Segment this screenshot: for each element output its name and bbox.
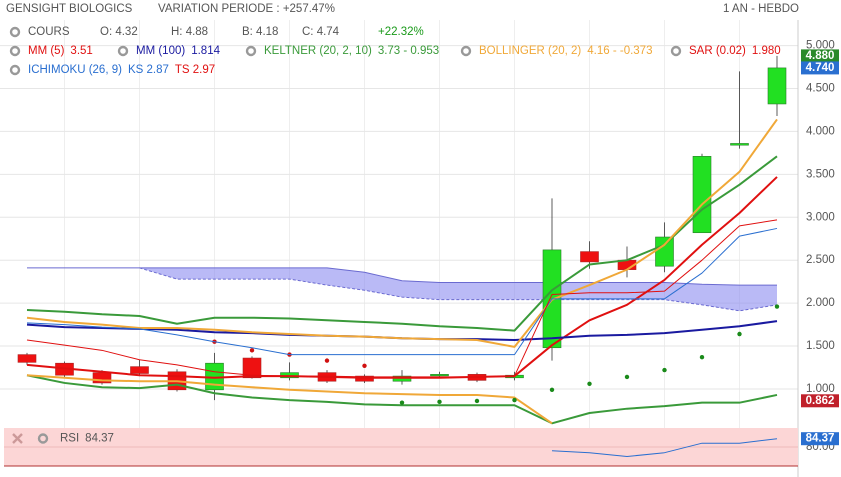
gear-icon[interactable]: [9, 45, 21, 57]
candle-body: [767, 67, 787, 105]
close-icon[interactable]: [12, 433, 23, 444]
legend-value: 1.980: [752, 45, 781, 57]
y-tick-label: 1.000: [806, 383, 835, 395]
rsi-value: 84.37: [85, 433, 114, 445]
candle-body: [17, 354, 37, 363]
y-tick-label: 2.500: [806, 254, 835, 266]
price-badge: [801, 49, 839, 63]
span-a-line: [27, 267, 777, 286]
rsi-name: RSI: [60, 433, 79, 445]
rsi-badge: [801, 432, 839, 446]
legend-name: MM (5): [28, 45, 65, 57]
sar-dot: [399, 400, 405, 405]
sar-dot: [249, 348, 255, 353]
legend-value: C: 4.74: [302, 26, 340, 38]
chart-title: GENSIGHT BIOLOGICS: [6, 3, 133, 15]
price-badge: [801, 394, 839, 408]
moving-average-line: [26, 176, 778, 379]
legend-value: 3.73 - 0.953: [378, 45, 439, 57]
legend-change: +22.32%: [378, 26, 424, 38]
period: 1 AN - HEBDO: [723, 3, 799, 15]
sar-dot: [624, 374, 630, 380]
candle-body: [655, 236, 674, 267]
candle-body: [730, 143, 749, 146]
legend-value: 4.16 - -0.373: [587, 45, 652, 57]
band-upper: [26, 155, 778, 332]
sar-dot: [699, 354, 705, 360]
sar-dot: [587, 381, 592, 386]
sar-dot: [737, 331, 742, 337]
gear-icon[interactable]: [245, 45, 257, 57]
legend-value: 1.814: [191, 45, 220, 57]
indicator-legend: MM (5) 3.51 MM (100) 1.814 KELTNER (20, 2, 1…: [9, 45, 781, 76]
legend-value: 3.51: [70, 45, 92, 57]
plot: [17, 55, 787, 425]
band-lower: [26, 374, 553, 425]
y-tick-label: 4.000: [806, 125, 835, 137]
gear-icon[interactable]: [117, 45, 129, 57]
y-tick-label: 3.000: [806, 211, 835, 223]
sar-dot: [474, 398, 480, 404]
y-tick-label: 2.000: [806, 297, 835, 309]
legend-name: ICHIMOKU (26, 9): [28, 64, 122, 76]
band-upper: [26, 118, 778, 348]
sar-dot: [362, 363, 367, 368]
sar-dot: [662, 367, 667, 373]
legend-name: BOLLINGER (20, 2): [479, 45, 581, 57]
gear-icon[interactable]: [9, 26, 21, 38]
y-tick-label: 1.500: [806, 340, 835, 352]
kijun-line: [26, 227, 778, 356]
legend-value: KS 2.87: [128, 64, 169, 76]
legend-value: B: 4.18: [242, 26, 278, 38]
legend-name: MM (100): [136, 45, 185, 57]
legend-value: TS 2.97: [175, 64, 215, 76]
variation: VARIATION PERIODE : +257.47%: [158, 3, 335, 15]
gear-icon[interactable]: [37, 433, 49, 444]
legend-value: H: 4.88: [171, 26, 208, 38]
rsi-badge-label: 84.37: [806, 433, 835, 445]
price-badge: [801, 61, 839, 75]
legend-value: O: 4.32: [100, 26, 138, 38]
span-b-line: [139, 267, 778, 312]
legend: COURS O: 4.32 H: 4.88 B: 4.18 C: 4.74 +2…: [9, 26, 424, 38]
gear-icon[interactable]: [9, 64, 21, 76]
band-lower: [26, 374, 778, 425]
y-tick-label: 5.000: [806, 40, 835, 52]
candle-body: [692, 156, 712, 234]
price-badge-label: 4.740: [806, 62, 835, 74]
candle-body: [580, 251, 599, 263]
sar-dot: [549, 387, 555, 393]
legend-name: SAR (0.02): [689, 45, 746, 57]
gear-icon[interactable]: [460, 45, 472, 57]
sar-dot: [774, 304, 780, 309]
candle-body: [430, 374, 449, 377]
grid: [0, 20, 798, 428]
sar-dot: [324, 358, 330, 363]
y-tick-label: 3.500: [806, 168, 835, 180]
price-badge-label: 4.880: [806, 50, 835, 62]
legend-label: COURS: [28, 26, 70, 38]
candle-body: [242, 357, 262, 379]
ichimoku-cloud: [139, 267, 777, 311]
legend-name: KELTNER (20, 2, 10): [264, 45, 372, 57]
candle-body: [130, 366, 149, 374]
sar-dot: [437, 399, 442, 405]
rsi-line: [551, 438, 778, 457]
gear-icon[interactable]: [670, 45, 682, 57]
y-tick-label: 4.500: [806, 83, 835, 95]
sar-dot: [512, 397, 517, 403]
price-badge-label: 0.862: [806, 395, 835, 407]
tenkan-line: [26, 219, 778, 378]
